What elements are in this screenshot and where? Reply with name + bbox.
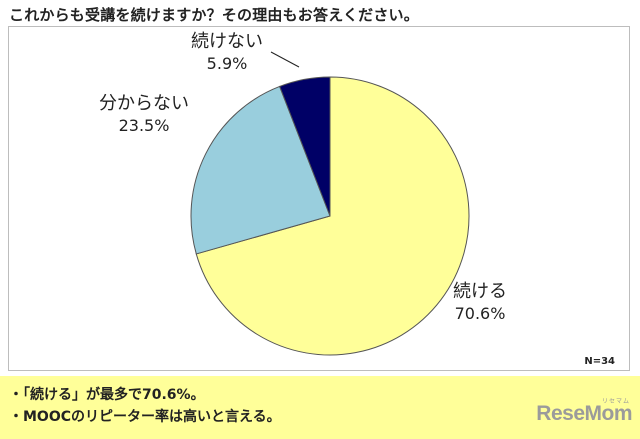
summary-box: ・「続ける」が最多で70.6%。 ・MOOCのリピーター率は高いと言える。 xyxy=(0,376,640,439)
slice-name-discontinue: 続けない xyxy=(191,31,263,52)
chart-frame: 続ける 70.6% 分からない 23.5% 続けない 5.9% N=34 xyxy=(8,26,630,371)
pie-slice-discontinue xyxy=(278,76,331,217)
summary-line: ・「続ける」が最多で70.6%。 xyxy=(9,387,205,403)
leader-line xyxy=(270,51,300,68)
slice-percent-unsure: 23.5% xyxy=(118,116,170,135)
slice-label-unsure: 分からない 23.5% xyxy=(99,93,189,137)
pie-chart xyxy=(190,51,470,356)
slice-name-continue: 続ける xyxy=(453,281,507,302)
logo-kana: リセマム xyxy=(601,399,630,405)
slice-name-unsure: 分からない xyxy=(99,93,189,114)
resemom-logo: ReseMom リセマム xyxy=(536,399,632,426)
summary-line: ・MOOCのリピーター率は高いと言える。 xyxy=(9,409,281,425)
pie-slice-unsure xyxy=(190,85,331,255)
chart-title: これからも受講を続けますか？その理由もお答えください。 xyxy=(9,6,419,24)
sample-size: N=34 xyxy=(584,356,615,367)
slice-percent-continue: 70.6% xyxy=(454,304,506,323)
slice-percent-discontinue: 5.9% xyxy=(206,54,248,73)
pie-slice-continue xyxy=(195,76,470,356)
logo-text: ReseMom xyxy=(536,402,632,425)
slice-label-continue: 続ける 70.6% xyxy=(453,281,507,325)
slice-label-discontinue: 続けない 5.9% xyxy=(191,31,263,75)
